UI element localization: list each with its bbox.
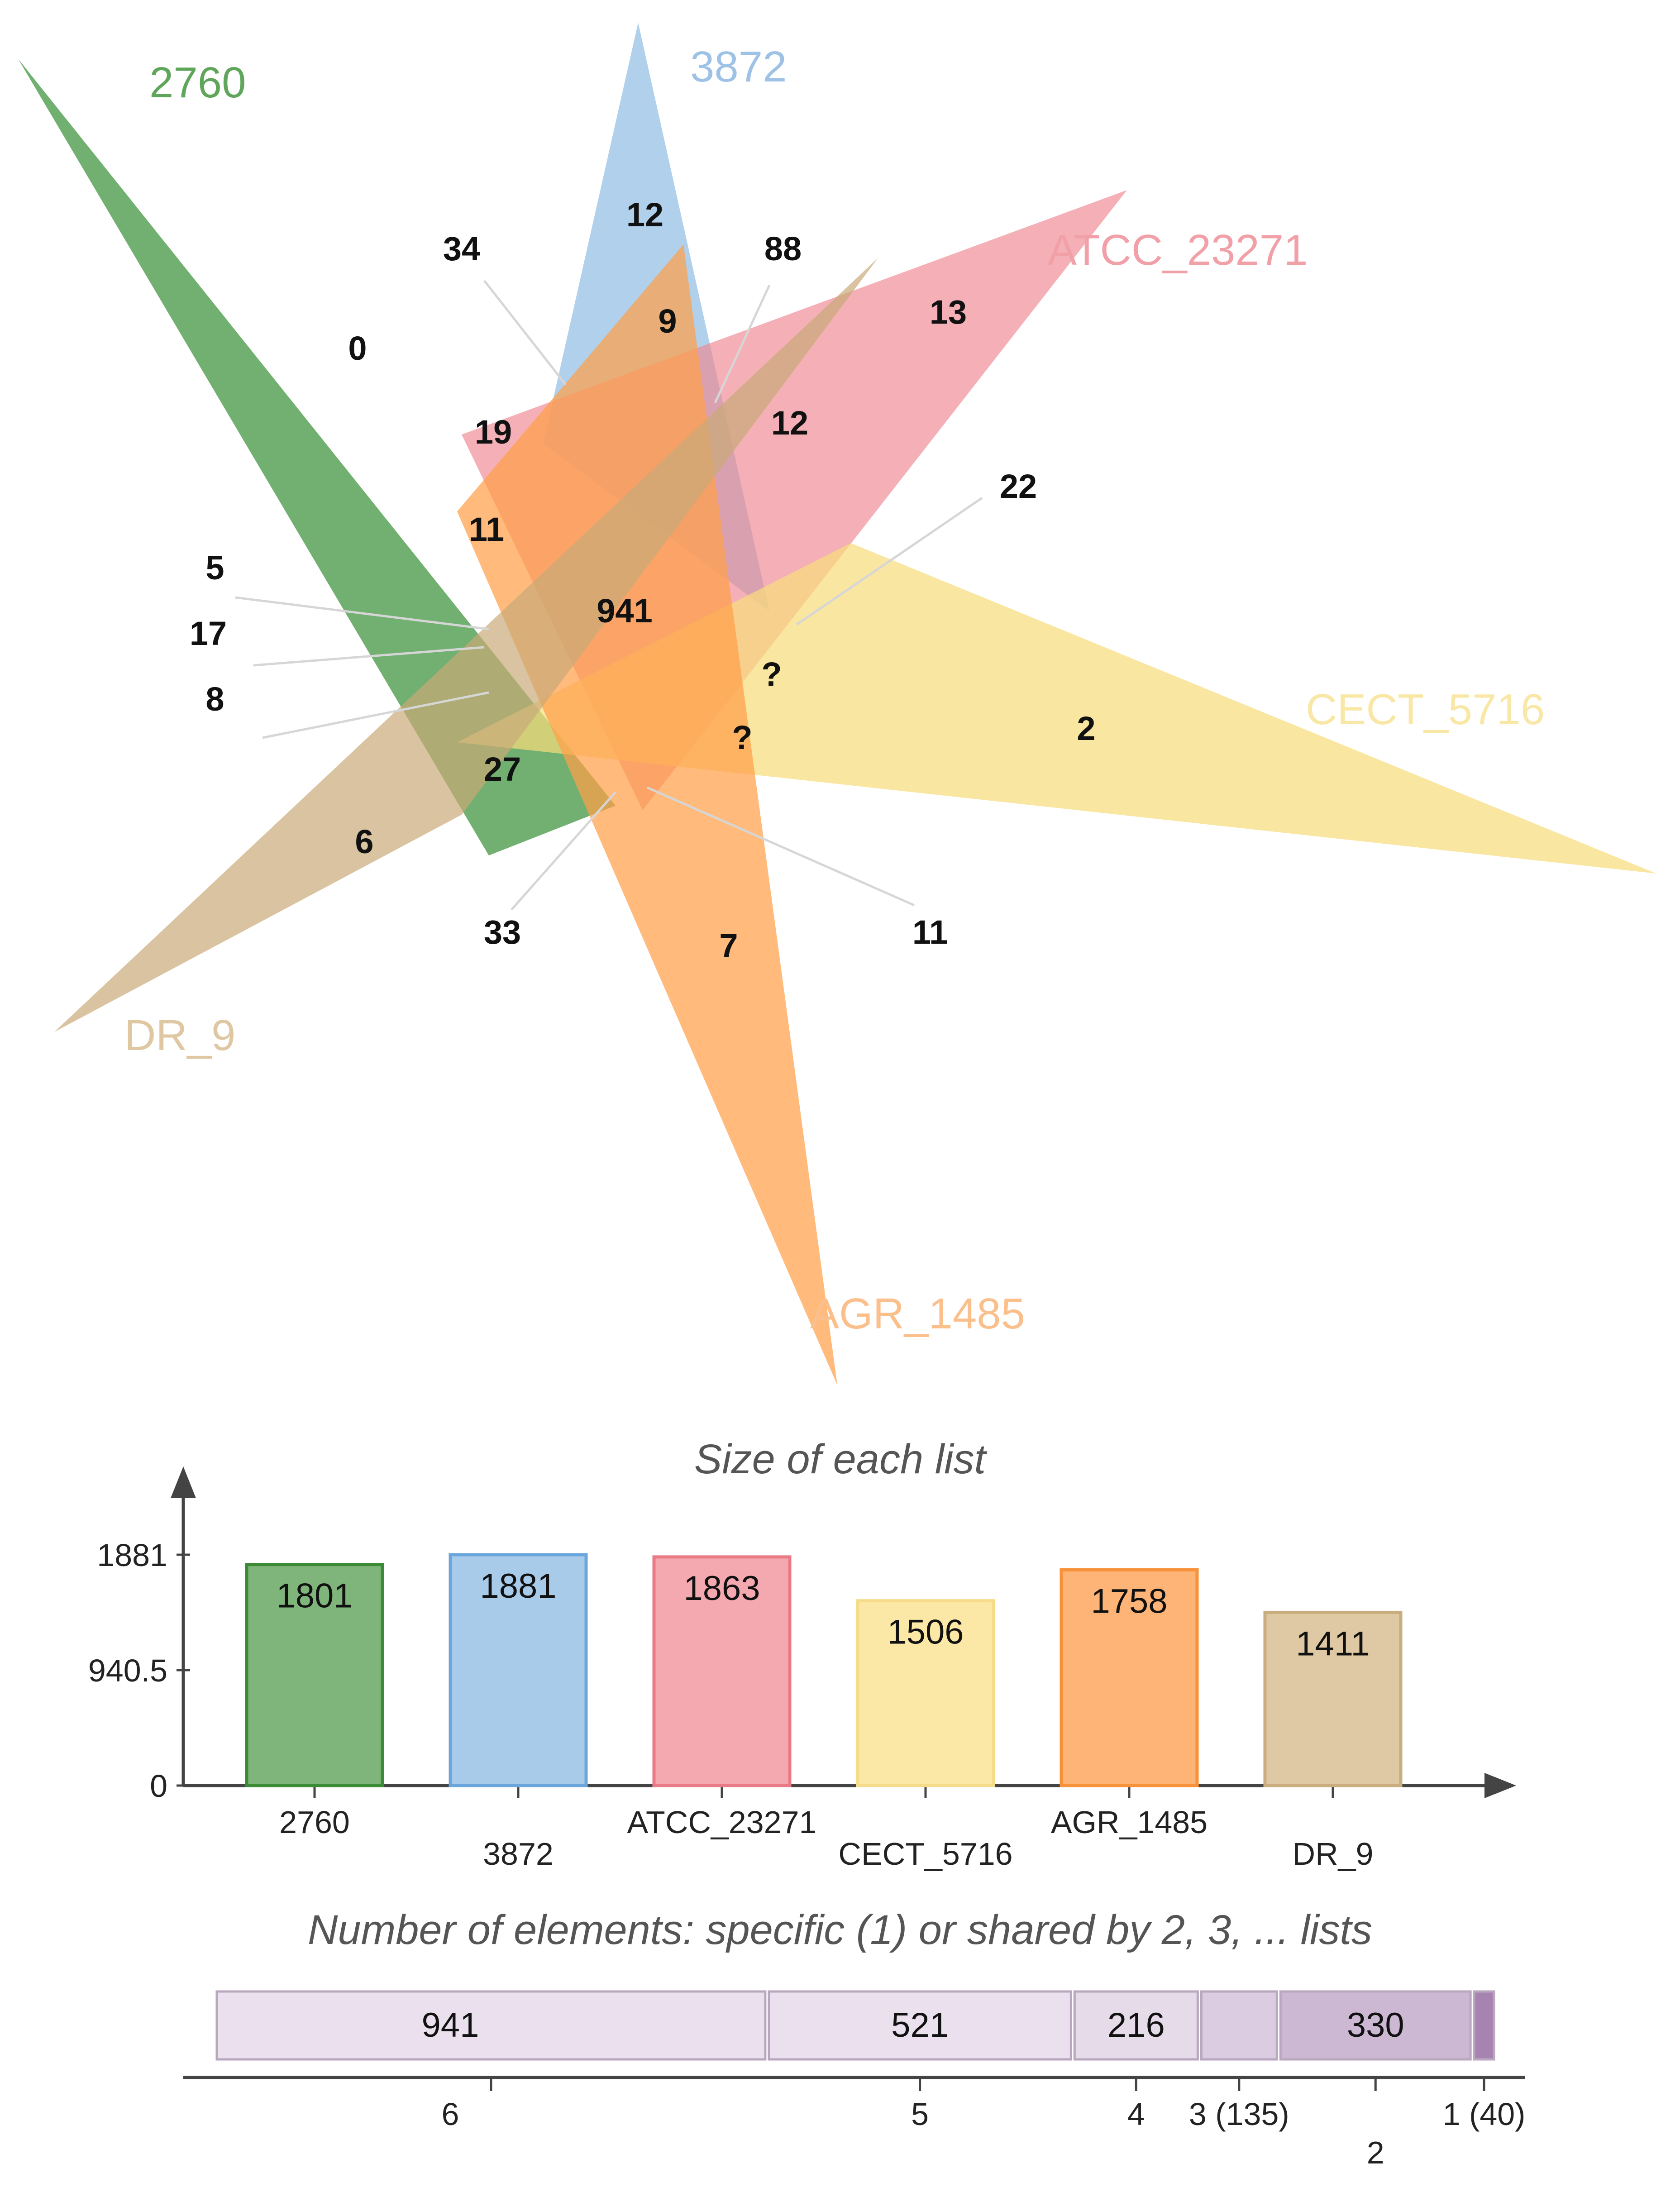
stack-segment-value: 330	[1347, 2006, 1404, 2044]
venn-region-12: 22	[1000, 468, 1037, 505]
y-tick-label: 0	[150, 1768, 167, 1804]
venn-diagram: 2760 3872 ATCC_23271 CECT_5716 AGR_1485 …	[18, 23, 1656, 1385]
stack-segment	[1200, 1990, 1278, 2061]
venn-region-1: 12	[626, 196, 663, 234]
bar-value-label: 1506	[887, 1613, 964, 1652]
stack-segment	[1279, 1990, 1472, 2061]
x-tick-label: DR_9	[1293, 1836, 1374, 1872]
venn-label-cect-5716: CECT_5716	[1306, 685, 1545, 734]
venn-label-3872: 3872	[690, 43, 787, 91]
bar-value-label: 1758	[1091, 1582, 1167, 1620]
venn-region-10: 12	[771, 404, 808, 442]
venn-set-cect-5716	[457, 543, 1656, 874]
venn-region-18: ?	[732, 719, 752, 756]
shared-elements-chart: Number of elements: specific (1) or shar…	[183, 1907, 1526, 2170]
bar-value-label: 1863	[683, 1569, 760, 1608]
venn-region-2: 13	[930, 293, 967, 331]
stack-segment-value: 941	[422, 2006, 479, 2044]
venn-region-7: 88	[764, 230, 802, 267]
stack-chart-title: Number of elements: specific (1) or shar…	[308, 1907, 1372, 1953]
x-tick-label: CECT_5716	[838, 1836, 1012, 1872]
stack-segment-value: 521	[891, 2006, 949, 2044]
venn-region-8: 9	[658, 302, 677, 340]
bar-chart-title: Size of each list	[694, 1436, 988, 1482]
y-tick-label: 940.5	[88, 1653, 167, 1688]
y-tick-label: 1881	[97, 1538, 167, 1573]
stack-tick-label: 4	[1127, 2096, 1145, 2132]
venn-region-6: 34	[443, 230, 480, 267]
bar	[245, 1563, 384, 1787]
venn-region-15: 17	[190, 615, 227, 652]
stack-segment	[1473, 1990, 1495, 2061]
venn-label-atcc-23271: ATCC_23271	[1048, 226, 1308, 274]
size-bar-chart: Size of each list 0 940.5 1881 2760 3872 ATCC…	[88, 1436, 1516, 1872]
venn-region-11: 11	[469, 511, 504, 548]
stack-segment	[768, 1990, 1072, 2061]
venn-region-19: 27	[484, 750, 521, 788]
bar-value-label: 1881	[480, 1567, 556, 1605]
x-axis-arrow	[1484, 1773, 1516, 1798]
bar	[1060, 1568, 1199, 1787]
venn-set-dr-9	[54, 258, 878, 1032]
venn-label-dr-9: DR_9	[124, 1011, 235, 1060]
stack-segment-value: 216	[1107, 2006, 1165, 2044]
bar	[856, 1599, 995, 1787]
venn-region-21: 11	[912, 913, 948, 951]
bar-value-label: 1411	[1296, 1624, 1370, 1663]
venn-region-3: 2	[1077, 710, 1095, 747]
x-tick-label: ATCC_23271	[627, 1805, 817, 1840]
stack-tick-label: 6	[441, 2096, 459, 2132]
venn-region-17: ?	[761, 655, 782, 693]
venn-region-20: 33	[484, 913, 521, 951]
stack-segment	[1073, 1990, 1199, 2061]
stack-tick-label: 5	[911, 2096, 929, 2132]
venn-region-13: 941	[597, 592, 652, 630]
venn-region-14: 5	[205, 549, 224, 587]
venn-region-0: 0	[348, 330, 367, 367]
bar	[652, 1555, 792, 1787]
stack-segment	[215, 1990, 767, 2061]
bar-chart-bars: 1801 1881 1863 1506 1758 1411	[245, 1553, 1403, 1787]
x-tick-label: 2760	[279, 1805, 350, 1840]
x-tick-label: AGR_1485	[1051, 1805, 1208, 1840]
venn-label-2760: 2760	[149, 58, 246, 107]
stack-tick-label: 3 (135)	[1189, 2096, 1289, 2132]
venn-label-agr-1485: AGR_1485	[810, 1289, 1025, 1338]
y-axis-arrow	[171, 1466, 196, 1498]
bar	[1263, 1610, 1403, 1787]
stack-tick-label: 1 (40)	[1443, 2096, 1526, 2132]
leader-lines	[235, 280, 983, 911]
venn-region-9: 19	[475, 413, 512, 451]
bar-value-label: 1801	[276, 1577, 353, 1615]
venn-region-4: 7	[719, 927, 738, 965]
venn-region-5: 6	[355, 823, 373, 860]
x-tick-label: 3872	[483, 1836, 554, 1872]
venn-set-agr-1485	[457, 244, 837, 1385]
stack-segments: 941 6 521 5 216 4 3 (135) 330 2 1 (40)	[183, 1990, 1526, 2170]
bar	[449, 1553, 588, 1787]
stack-tick-label: 2	[1367, 2135, 1384, 2170]
venn-region-16: 8	[205, 680, 224, 718]
